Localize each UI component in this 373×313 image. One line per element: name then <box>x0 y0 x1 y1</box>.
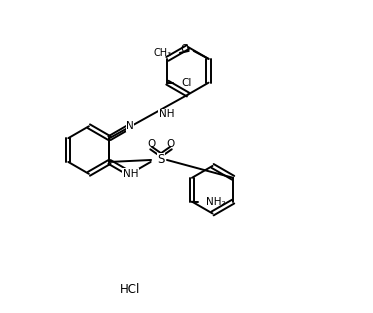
Text: O: O <box>147 139 155 149</box>
Text: HCl: HCl <box>120 283 141 296</box>
Text: NH: NH <box>123 169 138 179</box>
Text: Cl: Cl <box>181 78 192 88</box>
Text: NH: NH <box>159 109 174 119</box>
Text: O: O <box>167 139 175 149</box>
Text: O: O <box>181 44 189 54</box>
Text: CH₃: CH₃ <box>154 48 172 58</box>
Text: NH₂: NH₂ <box>206 197 225 207</box>
Text: N: N <box>126 121 134 131</box>
Text: S: S <box>157 153 165 167</box>
Text: N: N <box>126 169 134 179</box>
